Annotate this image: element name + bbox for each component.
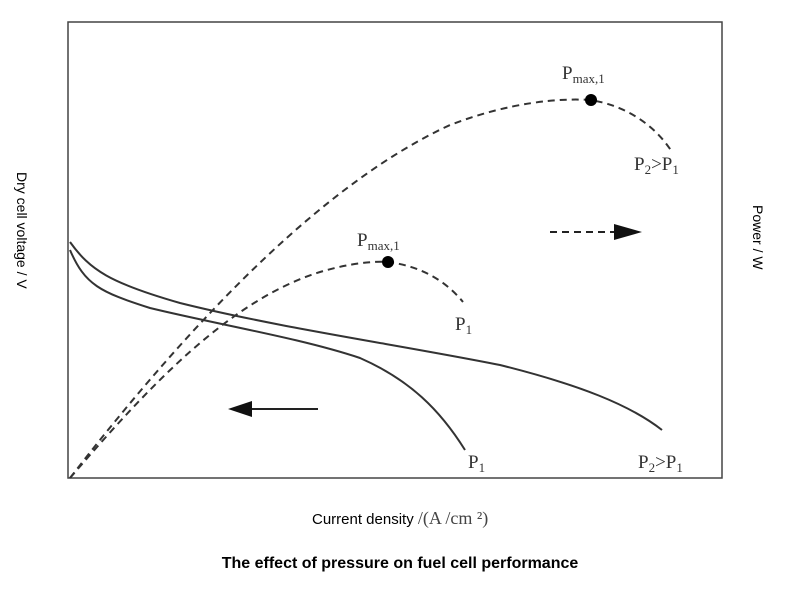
label-voltage-p1: P1 [468, 452, 485, 475]
plot-frame [67, 21, 723, 479]
arrow-right-power [550, 224, 642, 240]
arrow-left-voltage [228, 401, 318, 417]
label-voltage-p2: P2>P1 [638, 452, 683, 475]
voltage-curve-p1 [69, 249, 466, 451]
y-axis-left-label: Dry cell voltage / V [14, 172, 30, 289]
x-axis-label-text: Current density [312, 511, 414, 528]
power-curve-p1 [69, 260, 464, 479]
voltage-curve-p2 [69, 241, 663, 431]
pmax-point-p1 [382, 256, 394, 268]
label-power-p1: P1 [455, 314, 472, 337]
pmax-point-p2 [585, 94, 597, 106]
x-axis-unit: /(A /cm ²) [417, 508, 489, 528]
x-axis-label: Current density /(A /cm ²) [312, 508, 488, 529]
label-pmax-p1: Pmax,1 [357, 230, 400, 253]
figure-title: The effect of pressure on fuel cell perf… [221, 555, 579, 572]
label-power-p2: P2>P1 [634, 154, 679, 177]
y-axis-right-label: Power / W [750, 205, 766, 270]
power-curve-p2 [69, 98, 673, 479]
label-pmax-p2: Pmax,1 [562, 63, 605, 86]
